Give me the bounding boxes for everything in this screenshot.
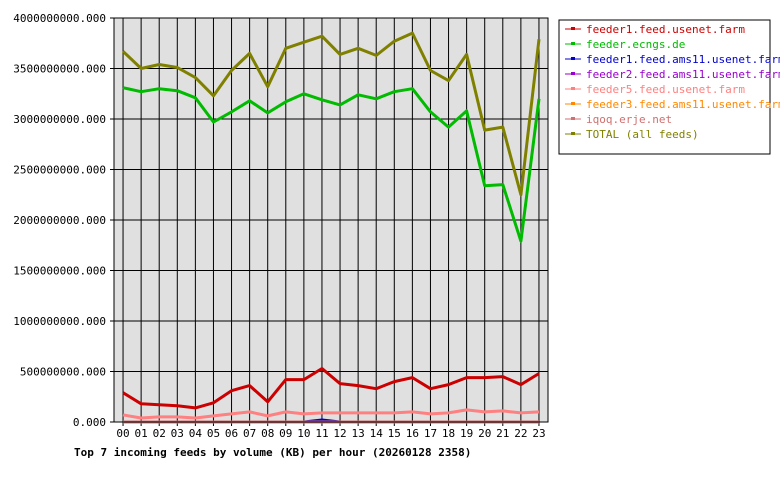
legend-marker <box>571 57 575 60</box>
x-tick-label: 20 <box>478 427 491 440</box>
x-tick-label: 13 <box>352 427 365 440</box>
y-tick-label: 3500000000.000 <box>13 63 106 76</box>
y-tick-label: 4000000000.000 <box>13 12 106 25</box>
legend-marker <box>571 42 575 45</box>
x-tick-label: 15 <box>388 427 401 440</box>
x-tick-label: 16 <box>406 427 419 440</box>
y-tick-label: 500000000.000 <box>20 366 106 379</box>
legend-label: feeder.ecngs.de <box>586 38 685 51</box>
legend-marker <box>571 117 575 120</box>
x-tick-label: 08 <box>261 427 274 440</box>
x-tick-label: 14 <box>370 427 384 440</box>
y-tick-label: 2000000000.000 <box>13 214 106 227</box>
x-axis-tick-labels: 00 01 02 03 04 05 06 07 08 09 10 11 12 13 14 15 16 17 18 19… <box>116 427 545 440</box>
legend-box <box>558 19 771 155</box>
x-tick-label: 09 <box>279 427 292 440</box>
x-tick-label: 12 <box>333 427 346 440</box>
legend-label: feeder5.feed.usenet.farm <box>586 83 745 96</box>
y-axis-tick-labels: 0.000 500000000.000 1000000000.000 15000000… <box>13 12 106 429</box>
series-line <box>121 31 541 197</box>
y-tick-label: 1500000000.000 <box>13 265 106 278</box>
legend-marker <box>571 132 575 135</box>
y-tick-label: 2500000000.000 <box>13 164 106 177</box>
x-tick-label: 00 <box>116 427 129 440</box>
x-tick-label: 17 <box>424 427 437 440</box>
x-tick-label: 02 <box>153 427 166 440</box>
x-tick-label: 03 <box>171 427 184 440</box>
legend-label: feeder2.feed.ams11.usenet.farm <box>586 68 780 81</box>
legend-marker <box>571 102 575 105</box>
series-line <box>122 408 540 420</box>
x-tick-label: 05 <box>207 427 220 440</box>
legend: feeder1.feed.usenet.farm feeder.ecngs.de f… <box>558 19 780 155</box>
series-line <box>122 367 540 410</box>
grid-lines <box>110 17 548 426</box>
series-line <box>122 86 541 243</box>
x-tick-label: 11 <box>315 427 328 440</box>
x-tick-label: 04 <box>189 427 203 440</box>
legend-label: feeder3.feed.ams11.usenet.farm <box>586 98 780 111</box>
x-tick-label: 01 <box>135 427 148 440</box>
chart-title: Top 7 incoming feeds by volume (KB) per … <box>74 446 471 459</box>
x-tick-label: 07 <box>243 427 256 440</box>
x-tick-label: 19 <box>460 427 473 440</box>
legend-marker <box>571 27 575 30</box>
legend-label: feeder1.feed.usenet.farm <box>586 23 745 36</box>
x-tick-label: 18 <box>442 427 455 440</box>
legend-label: feeder1.feed.ams11.usenet.farm <box>586 53 780 66</box>
legend-marker <box>571 87 575 90</box>
x-tick-label: 21 <box>496 427 509 440</box>
x-tick-label: 22 <box>514 427 527 440</box>
legend-label: iqoq.erje.net <box>586 113 672 126</box>
plot-border <box>113 17 549 423</box>
y-tick-label: 3000000000.000 <box>13 113 106 126</box>
x-tick-label: 10 <box>297 427 310 440</box>
x-tick-label: 23 <box>532 427 545 440</box>
x-tick-label: 06 <box>225 427 238 440</box>
y-tick-label: 1000000000.000 <box>13 315 106 328</box>
legend-marker <box>571 72 575 75</box>
y-tick-label: 0.000 <box>73 416 106 429</box>
legend-label: TOTAL (all feeds) <box>586 128 699 141</box>
